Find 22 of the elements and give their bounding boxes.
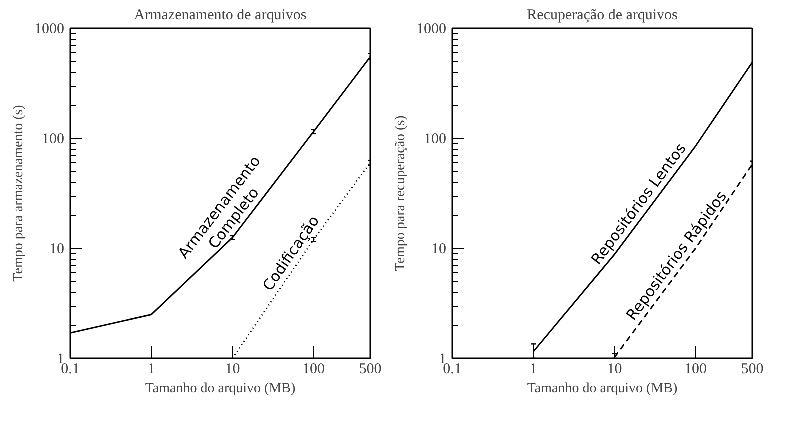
x-axis-title: Tamanho do arquivo (MB): [527, 382, 678, 396]
y-axis-title: Tempo para recuperação (s): [394, 115, 408, 272]
x-axis-title: Tamanho do arquivo (MB): [145, 382, 296, 396]
y-tick-label: 100: [42, 132, 64, 148]
y-tick-label: 10: [432, 242, 446, 258]
x-tick-label: 500: [359, 362, 382, 378]
y-tick-label: 1000: [416, 22, 446, 38]
x-tick-label: 1: [148, 362, 156, 378]
x-tick-label: 100: [684, 362, 708, 378]
y-tick-label: 10: [50, 242, 64, 258]
chart-title: Recuperação de arquivos: [527, 8, 678, 24]
x-tick-label: 10: [607, 362, 622, 378]
x-tick-label: 1: [530, 362, 538, 378]
chart-title: Armazenamento de arquivos: [134, 8, 307, 24]
y-axis-title: Tempo para armazenamento (s): [12, 104, 26, 282]
x-tick-label: 0.1: [443, 362, 462, 378]
x-tick-label: 500: [741, 362, 764, 378]
x-tick-label: 0.1: [61, 362, 80, 378]
y-tick-label: 1000: [34, 22, 64, 38]
x-tick-label: 100: [302, 362, 326, 378]
y-tick-label: 100: [424, 132, 446, 148]
x-tick-label: 10: [225, 362, 240, 378]
